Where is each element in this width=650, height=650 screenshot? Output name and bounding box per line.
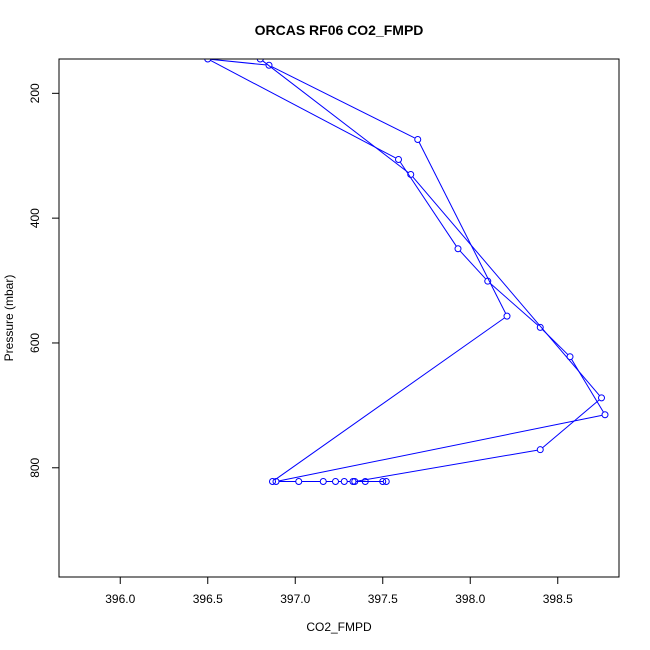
y-tick-label: 200: [28, 83, 42, 103]
data-point: [598, 394, 605, 402]
data-point: [272, 478, 280, 486]
x-tick-label: 396.0: [105, 592, 135, 606]
x-axis-label: CO2_FMPD: [306, 620, 372, 634]
y-tick-label: 400: [28, 208, 42, 228]
series-line-segment: [279, 414, 602, 482]
data-point: [566, 353, 574, 361]
data-point: [601, 411, 609, 419]
series-line-segment: [571, 359, 604, 413]
data-point: [351, 478, 359, 486]
x-tick-label: 397.5: [368, 592, 398, 606]
series-line-segment: [210, 60, 396, 159]
data-point: [382, 478, 390, 486]
data-point: [503, 312, 511, 320]
x-tick-label: 398.0: [455, 592, 485, 606]
data-point: [204, 59, 212, 63]
y-tick-label: 600: [28, 333, 42, 353]
x-tick-label: 397.0: [280, 592, 310, 606]
plot-area: [204, 59, 609, 486]
data-point: [265, 61, 273, 69]
data-point: [319, 478, 327, 486]
data-point: [536, 323, 544, 331]
series-line-segment: [210, 59, 266, 66]
chart-title: ORCAS RF06 CO2_FMPD: [255, 22, 424, 38]
data-point: [256, 59, 264, 63]
data-point: [414, 136, 422, 144]
data-point: [454, 245, 462, 253]
series-line-segment: [459, 250, 486, 280]
data-point: [269, 478, 276, 486]
series-line-segment: [542, 399, 600, 448]
data-point: [407, 170, 415, 178]
data-point: [340, 478, 348, 486]
plot-frame: [58, 58, 620, 578]
series-line-segment: [357, 449, 538, 482]
x-tick-label: 396.5: [193, 592, 223, 606]
series-line-segment: [262, 60, 409, 173]
y-axis-label: Pressure (mbar): [2, 275, 16, 362]
series-line-segment: [274, 317, 505, 481]
x-axis: 396.0 396.5 397.0 397.5 398.0 398.5: [105, 577, 573, 606]
data-point: [536, 446, 544, 454]
y-axis: 200 400 600 800: [28, 83, 59, 478]
y-tick-label: 800: [28, 457, 42, 477]
series-line-segment: [489, 282, 539, 326]
data-point: [379, 478, 387, 486]
series-line-segment: [271, 66, 416, 139]
x-tick-label: 398.5: [543, 592, 573, 606]
series-line-segment: [399, 161, 457, 247]
data-point: [484, 277, 492, 285]
data-point: [295, 478, 303, 486]
data-point: [395, 155, 402, 163]
data-point: [332, 478, 339, 486]
data-point: [361, 478, 369, 486]
